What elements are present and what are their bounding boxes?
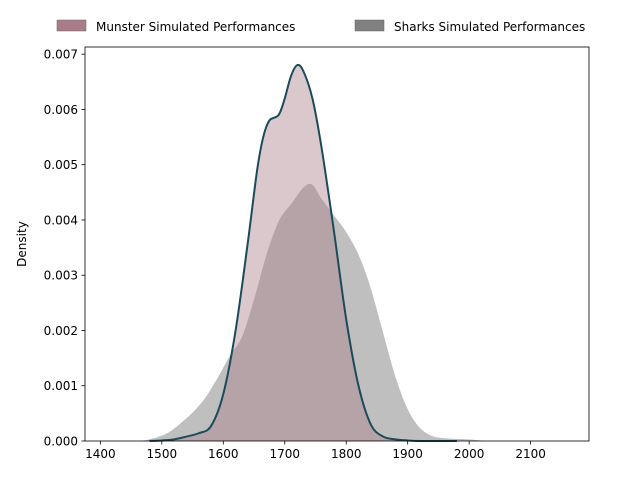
legend-label: Sharks Simulated Performances bbox=[394, 20, 585, 34]
y-axis: 0.000 0.001 0.002 0.003 0.004 0.005 0.006 0.007 bbox=[44, 48, 85, 449]
x-tick-label: 1600 bbox=[208, 447, 239, 461]
line-series-1 bbox=[131, 182, 494, 442]
y-axis-label: Density bbox=[15, 221, 29, 267]
x-tick-label: 1900 bbox=[392, 447, 423, 461]
legend-swatch bbox=[354, 19, 385, 32]
x-tick-label: 1500 bbox=[147, 447, 178, 461]
legend-swatch bbox=[56, 19, 87, 32]
area-series-1 bbox=[131, 183, 494, 442]
x-tick-label: 1400 bbox=[85, 447, 116, 461]
y-tick-label: 0.001 bbox=[44, 379, 78, 393]
legend: Munster Simulated Performances Sharks Sim… bbox=[56, 19, 585, 34]
area-series-0 bbox=[149, 64, 457, 442]
y-tick-label: 0.000 bbox=[44, 435, 78, 449]
y-tick-label: 0.002 bbox=[44, 324, 78, 338]
y-tick-label: 0.003 bbox=[44, 269, 78, 283]
y-tick-label: 0.004 bbox=[44, 213, 78, 227]
x-tick-label: 2000 bbox=[454, 447, 485, 461]
y-tick-label: 0.006 bbox=[44, 103, 78, 117]
y-tick-label: 0.005 bbox=[44, 158, 78, 172]
x-tick-label: 2100 bbox=[515, 447, 546, 461]
plot-frame bbox=[84, 46, 590, 442]
line-series-0 bbox=[149, 63, 457, 442]
plot-areas bbox=[131, 63, 494, 442]
legend-label: Munster Simulated Performances bbox=[96, 20, 295, 34]
y-tick-label: 0.007 bbox=[44, 48, 78, 62]
x-tick-label: 1700 bbox=[269, 447, 300, 461]
x-tick-label: 1800 bbox=[331, 447, 362, 461]
x-axis: 1400 1500 1600 1700 1800 1900 2000 2100 bbox=[85, 441, 546, 461]
